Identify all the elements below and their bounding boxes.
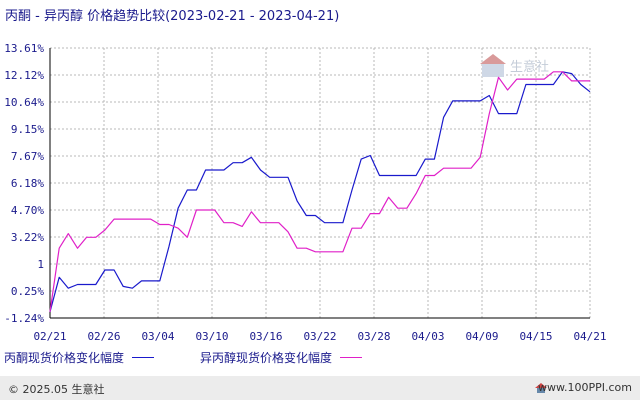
y-tick-label: 7.67% (11, 150, 44, 163)
x-tick-label: 03/16 (249, 330, 282, 343)
x-tick-label: 03/10 (195, 330, 228, 343)
x-tick-label: 04/21 (573, 330, 606, 343)
watermark-text: 生意社 (510, 59, 549, 75)
y-tick-label: 12.12% (4, 69, 44, 82)
legend-item-isopropanol: 异丙醇现货价格变化幅度 (200, 349, 363, 366)
legend-swatch-icon (132, 357, 155, 358)
x-tick-label: 04/03 (411, 330, 444, 343)
tick-labels: 13.61% 12.12% 10.64% 9.15% 7.67% 6.18% 4.70% 3.… (4, 42, 606, 343)
x-tick-label: 02/21 (33, 330, 66, 343)
x-tick-label: 03/04 (141, 330, 174, 343)
watermark-house-icon (482, 63, 504, 77)
series-line-1 (49, 71, 591, 312)
y-tick-label: 0.25% (11, 285, 44, 298)
y-tick-label: 10.64% (4, 96, 44, 109)
y-tick-label: 4.70% (11, 204, 44, 217)
chart: 生意社 13.61% 12.12% 10.64% 9.15% 7.67% 6.18% 4.7… (4, 42, 606, 343)
y-tick-label: 9.15% (11, 123, 44, 136)
axes (49, 48, 590, 319)
y-tick-label: 1 (37, 258, 44, 271)
x-tick-label: 02/26 (87, 330, 120, 343)
legend-label: 丙酮现货价格变化幅度 (4, 351, 125, 365)
legend-label: 异丙醇现货价格变化幅度 (200, 351, 333, 365)
footer-bar: © 2025.05 生意社 www.100PPI.com (0, 376, 640, 400)
series-line-2 (49, 71, 590, 312)
watermark-roof-icon (480, 54, 506, 64)
y-tick-label: 3.22% (11, 231, 44, 244)
y-tick-label: 13.61% (4, 42, 44, 55)
legend-item-acetone: 丙酮现货价格变化幅度 (4, 349, 155, 366)
y-tick-label: 6.18% (11, 177, 44, 190)
x-tick-label: 03/28 (357, 330, 390, 343)
x-tick-label: 03/22 (303, 330, 336, 343)
chart-title: 丙酮 - 异丙醇 价格趋势比较(2023-02-21 - 2023-04-21) (5, 9, 340, 24)
footer-copyright: © 2025.05 生意社 (8, 383, 105, 396)
watermark-logo: 生意社 (480, 54, 549, 77)
y-tick-label: -1.24% (4, 312, 44, 325)
series-lines (49, 71, 591, 312)
x-tick-label: 04/15 (519, 330, 552, 343)
x-tick-label: 04/09 (465, 330, 498, 343)
footer-site-link[interactable]: www.100PPI.com (538, 381, 632, 394)
site-logo-icon (535, 383, 547, 393)
legend-swatch-icon (340, 357, 363, 358)
